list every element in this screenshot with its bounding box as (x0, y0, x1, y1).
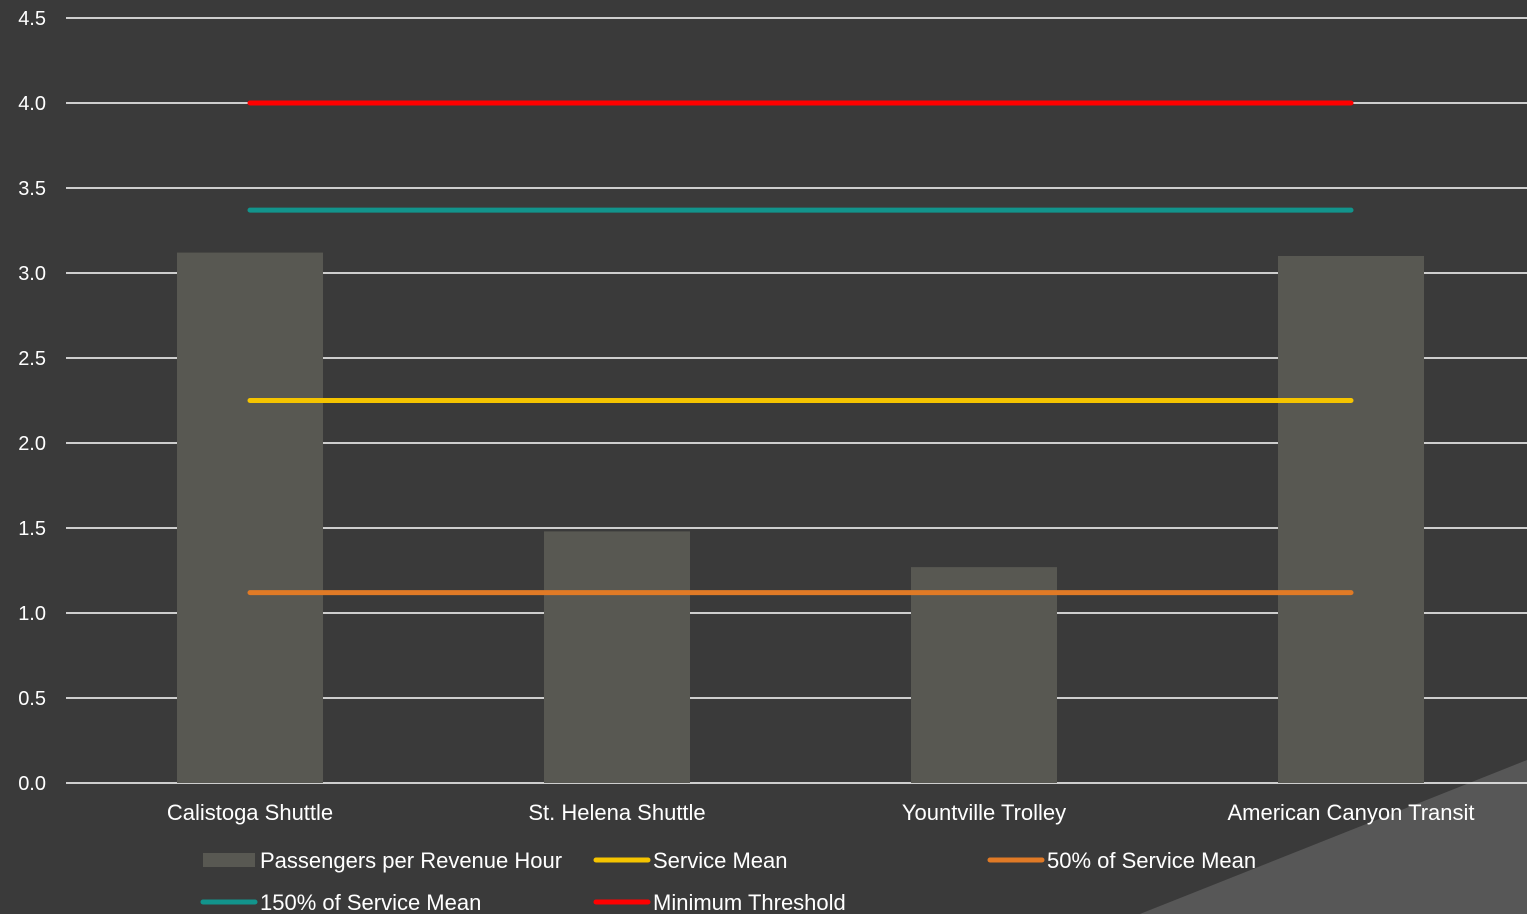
corner-accent (1140, 760, 1527, 914)
y-tick-label: 2.5 (18, 348, 46, 370)
category-label: St. Helena Shuttle (528, 800, 705, 825)
bar (1278, 256, 1424, 783)
bar (177, 252, 323, 784)
y-tick-label: 3.5 (18, 178, 46, 200)
legend-swatch (203, 853, 255, 867)
legend-label: Minimum Threshold (653, 890, 846, 914)
y-tick-label: 0.5 (18, 688, 46, 710)
category-label: Calistoga Shuttle (167, 800, 333, 825)
y-tick-label: 1.5 (18, 518, 46, 540)
y-tick-label: 4.5 (18, 8, 46, 30)
legend-label: Service Mean (653, 848, 788, 873)
y-tick-label: 3.0 (18, 263, 46, 285)
legend-label: 150% of Service Mean (260, 890, 481, 914)
y-tick-label: 1.0 (18, 603, 46, 625)
y-axis-ticks: 0.0 0.5 1.0 1.5 2.0 2.5 3.0 3.5 4.0 4.5 (18, 8, 46, 795)
y-tick-label: 4.0 (18, 93, 46, 115)
y-tick-label: 0.0 (18, 773, 46, 795)
category-label: Yountville Trolley (902, 800, 1066, 825)
bars (177, 252, 1424, 784)
y-tick-label: 2.0 (18, 433, 46, 455)
series-lines (247, 100, 1354, 596)
bar (544, 531, 690, 783)
legend-label: 50% of Service Mean (1047, 848, 1256, 873)
category-label: American Canyon Transit (1228, 800, 1475, 825)
legend-label: Passengers per Revenue Hour (260, 848, 562, 873)
bar (911, 567, 1057, 783)
category-labels: Calistoga Shuttle St. Helena Shuttle Yount… (167, 800, 1475, 825)
legend: Passengers per Revenue Hour Service Mean 5… (200, 848, 1256, 914)
